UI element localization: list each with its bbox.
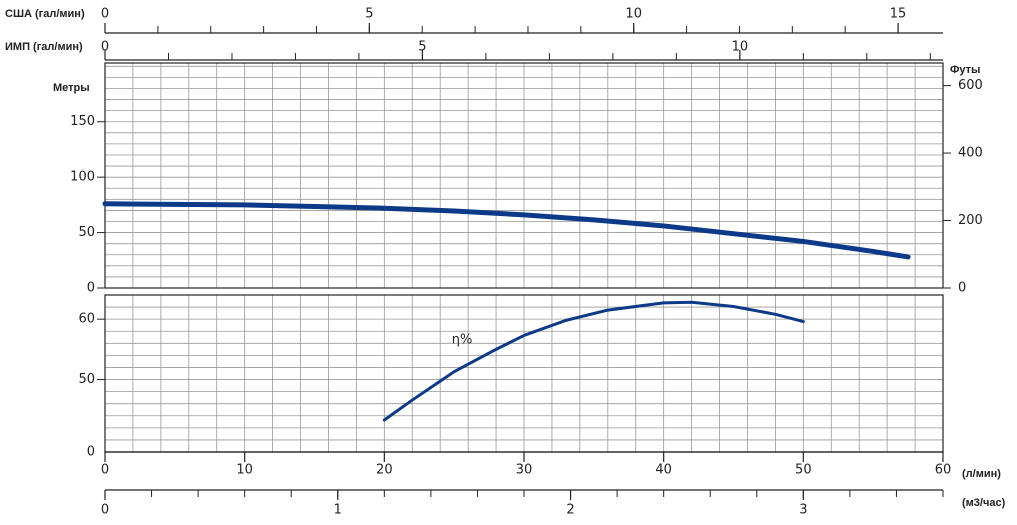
tick-label: 5 bbox=[418, 40, 426, 55]
curve-label: η% bbox=[452, 333, 473, 348]
plot-frame bbox=[104, 62, 944, 289]
tick-label: 15 bbox=[890, 7, 907, 22]
tick-label: 0 bbox=[101, 463, 109, 478]
axis-title: (м3/час) bbox=[962, 497, 1006, 509]
y-tick-label: 50 bbox=[78, 225, 95, 240]
y2-axis-title: Футы bbox=[950, 64, 980, 76]
y2-tick-label: 0 bbox=[958, 281, 966, 296]
axis-title: ИМП (гал/мин) bbox=[5, 41, 83, 53]
y2-tick-label: 600 bbox=[958, 78, 983, 93]
tick-label: 50 bbox=[795, 463, 812, 478]
tick-label: 1 bbox=[334, 503, 342, 518]
y-tick-label: 100 bbox=[70, 170, 95, 185]
tick-label: 40 bbox=[655, 463, 672, 478]
axis-title: (л/мин) bbox=[962, 468, 1001, 480]
tick-label: 0 bbox=[101, 40, 109, 55]
tick-label: 30 bbox=[516, 463, 533, 478]
y-tick-label: 60 bbox=[78, 312, 95, 327]
curve bbox=[102, 201, 911, 260]
y2-tick-label: 400 bbox=[958, 146, 983, 161]
tick-label: 5 bbox=[365, 7, 373, 22]
tick-label: 10 bbox=[236, 463, 253, 478]
tick-label: 0 bbox=[101, 7, 109, 22]
tick-label: 3 bbox=[799, 503, 807, 518]
y-tick-label: 150 bbox=[70, 114, 95, 129]
tick-label: 10 bbox=[625, 7, 642, 22]
tick-label: 2 bbox=[566, 503, 574, 518]
curve bbox=[382, 300, 805, 422]
tick-label: 0 bbox=[101, 503, 109, 518]
y-tick-label: 0 bbox=[87, 281, 95, 296]
y-tick-label: 50 bbox=[78, 372, 95, 387]
tick-label: 60 bbox=[935, 463, 952, 478]
tick-label: 10 bbox=[732, 40, 749, 55]
y2-tick-label: 200 bbox=[958, 213, 983, 228]
tick-label: 20 bbox=[376, 463, 393, 478]
axis-title: США (гал/мин) bbox=[5, 8, 85, 20]
y-tick-label: 0 bbox=[87, 445, 95, 460]
y-axis-title: Метры bbox=[53, 82, 90, 94]
